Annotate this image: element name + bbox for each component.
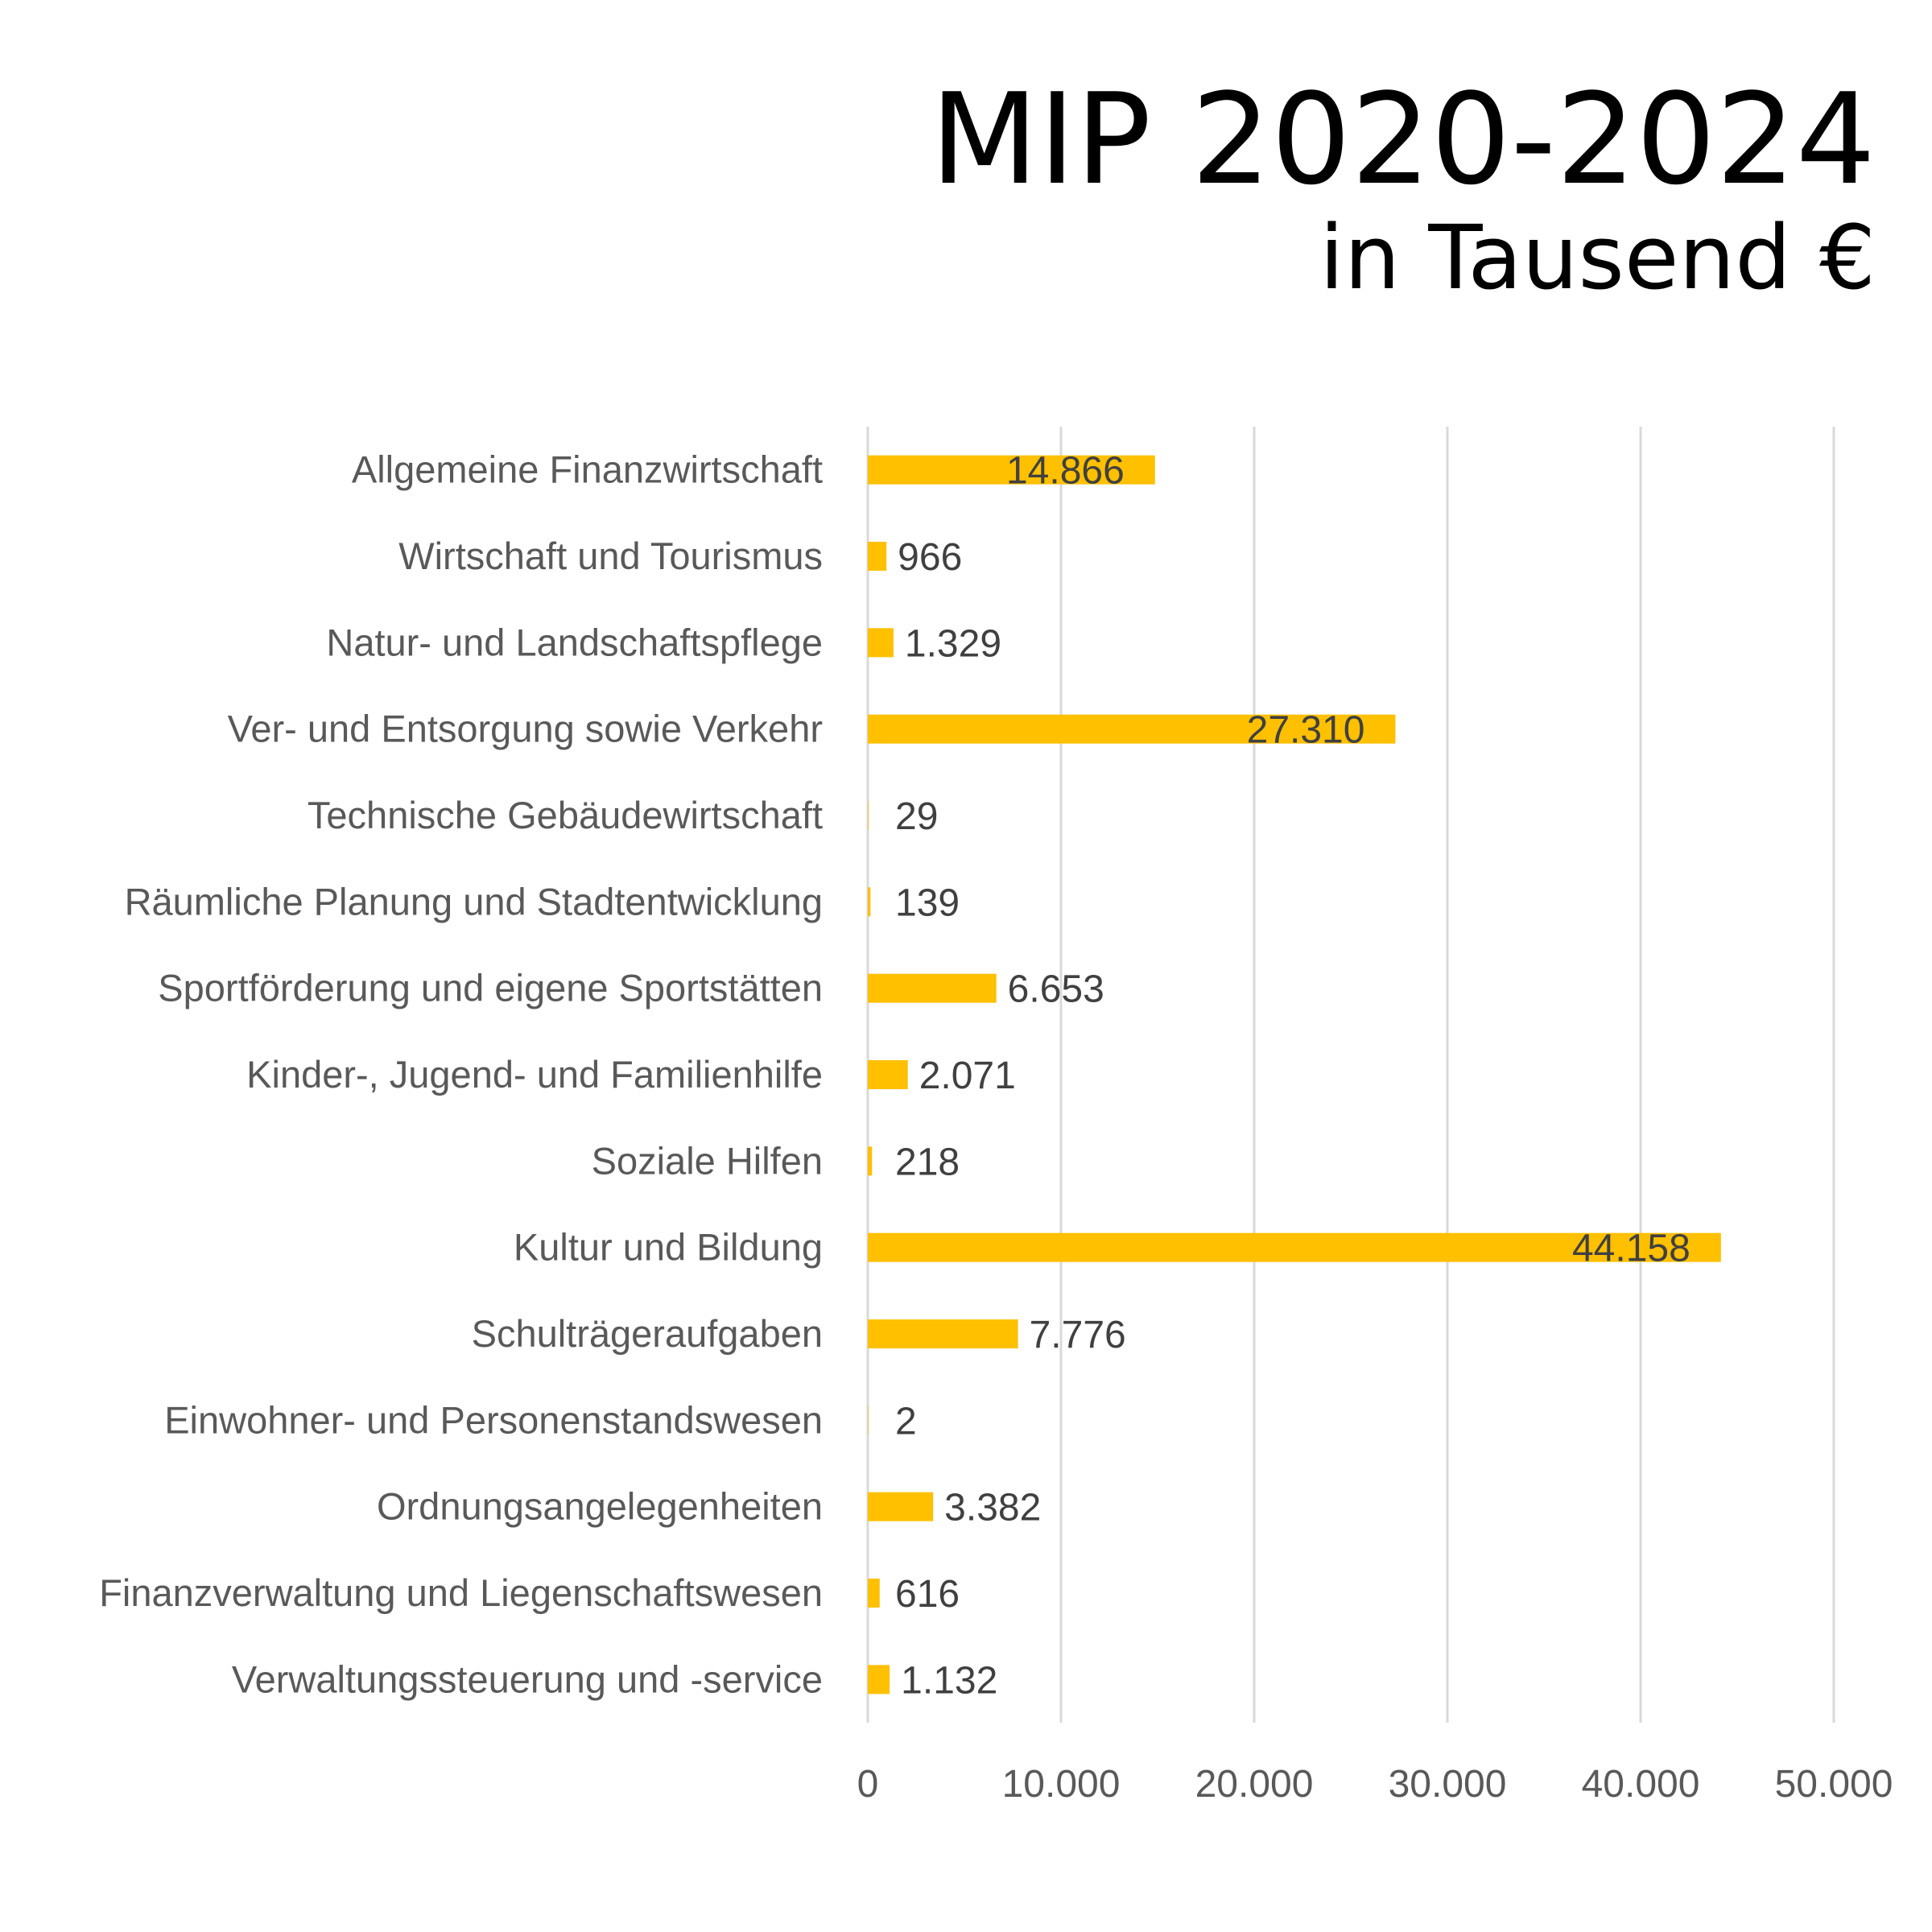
bars <box>868 455 1721 1695</box>
data-labels: 14.866 966 1.329 27.310 29 139 6.653 2.071 218 44… <box>895 450 1690 1703</box>
x-tick-label: 0 <box>857 1763 879 1806</box>
category-label: Wirtschaft und Tourismus <box>398 535 823 577</box>
bar <box>868 1060 908 1089</box>
data-label: 139 <box>895 881 960 924</box>
data-label: 6.653 <box>1008 968 1104 1011</box>
category-label: Natur- und Landschaftspflege <box>326 621 823 663</box>
category-label: Finanzverwaltung und Liegenschaftswesen <box>99 1571 823 1614</box>
data-label: 44.158 <box>1572 1228 1690 1270</box>
bar <box>868 1406 869 1435</box>
x-tick-label: 50.000 <box>1775 1763 1893 1806</box>
bar <box>868 973 997 1003</box>
category-label: Kultur und Bildung <box>514 1226 823 1269</box>
bar <box>868 887 871 917</box>
bar <box>868 714 1396 744</box>
category-label: Ver- und Entsorgung sowie Verkehr <box>228 708 823 750</box>
x-tick-label: 40.000 <box>1582 1763 1700 1806</box>
bar <box>868 1319 1018 1348</box>
data-label: 966 <box>898 536 962 579</box>
data-label: 1.329 <box>905 622 1001 665</box>
data-label: 3.382 <box>944 1487 1041 1530</box>
data-label: 616 <box>895 1573 960 1616</box>
category-labels: Allgemeine Finanzwirtschaft Wirtschaft un… <box>99 448 823 1701</box>
data-label: 27.310 <box>1247 709 1365 752</box>
category-label: Ordnungsangelegenheiten <box>377 1485 823 1528</box>
data-label: 7.776 <box>1030 1314 1126 1356</box>
category-label: Soziale Hilfen <box>592 1139 823 1182</box>
bar <box>868 1146 873 1176</box>
data-label: 1.132 <box>901 1659 997 1702</box>
x-axis-tick-labels: 0 10.000 20.000 30.000 40.000 50.000 <box>857 1763 1893 1806</box>
category-label: Räumliche Planung und Stadtentwicklung <box>125 880 823 923</box>
category-label: Schulträgeraufgaben <box>472 1312 823 1355</box>
category-label: Allgemeine Finanzwirtschaft <box>352 448 823 491</box>
category-label: Kinder-, Jugend- und Familienhilfe <box>246 1053 823 1096</box>
category-label: Einwohner- und Personenstandswesen <box>164 1398 823 1441</box>
category-label: Sportförderung und eigene Sportstätten <box>158 967 823 1009</box>
data-label: 14.866 <box>1006 450 1125 493</box>
data-label: 29 <box>895 795 938 838</box>
bar <box>868 1492 934 1521</box>
x-tick-label: 10.000 <box>1002 1763 1121 1806</box>
chart-subtitle: in Tausend € <box>1319 206 1876 309</box>
x-tick-label: 20.000 <box>1195 1763 1314 1806</box>
data-label: 218 <box>895 1141 960 1183</box>
bar <box>868 1665 890 1695</box>
bar <box>868 628 894 658</box>
bar <box>868 801 869 830</box>
chart-title: MIP 2020-2024 <box>930 66 1876 213</box>
category-label: Verwaltungssteuerung und -service <box>232 1657 823 1700</box>
data-label: 2 <box>895 1400 917 1443</box>
data-label: 2.071 <box>919 1055 1016 1097</box>
bar <box>868 455 1155 485</box>
bar <box>868 1579 880 1608</box>
bar <box>868 1232 1721 1262</box>
category-label: Technische Gebäudewirtschaft <box>308 794 823 836</box>
bar <box>868 542 887 571</box>
x-tick-label: 30.000 <box>1389 1763 1507 1806</box>
